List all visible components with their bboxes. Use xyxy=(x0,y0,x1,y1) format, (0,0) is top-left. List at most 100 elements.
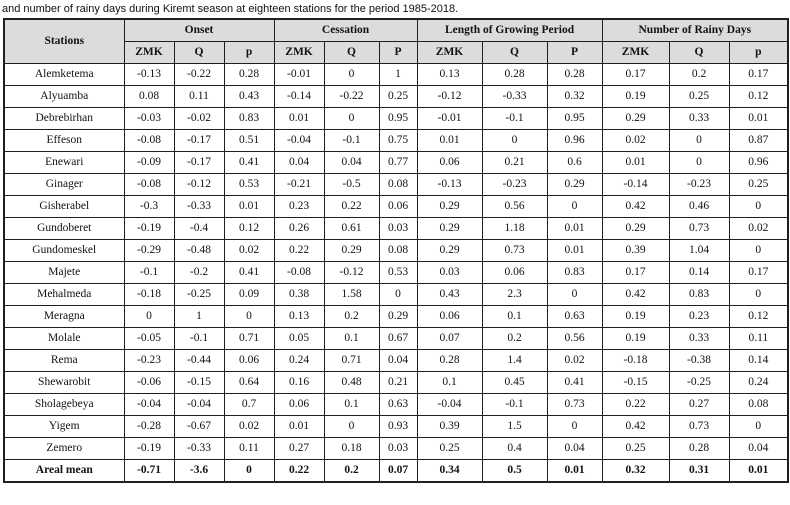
station-name: Rema xyxy=(3,349,125,372)
value-cell: 0.25 xyxy=(668,85,730,108)
station-name: Gundoberet xyxy=(3,217,125,240)
value-cell: -0.04 xyxy=(173,393,225,416)
station-name: Shewarobit xyxy=(3,371,125,394)
value-cell: 0.02 xyxy=(601,129,670,152)
table-row: Majete -0.1 -0.2 0.41 -0.08 -0.12 0.53 0.03 0.06… xyxy=(3,261,789,284)
value-cell: -0.23 xyxy=(481,173,548,196)
value-cell: -0.18 xyxy=(601,349,670,372)
value-cell: 0 xyxy=(323,415,380,438)
value-cell: 0 xyxy=(546,283,603,306)
value-cell: 0 xyxy=(668,151,730,174)
value-cell: 0.02 xyxy=(223,415,275,438)
value-cell: 0.1 xyxy=(481,305,548,328)
value-cell: 0.01 xyxy=(273,107,325,130)
value-cell: 0 xyxy=(728,415,789,438)
value-cell: 0.08 xyxy=(728,393,789,416)
value-cell: -0.04 xyxy=(273,129,325,152)
value-cell: 2.3 xyxy=(481,283,548,306)
value-cell: 0.29 xyxy=(416,217,483,240)
value-cell: 0 xyxy=(378,283,418,306)
column-header-q-1: Q xyxy=(323,41,380,64)
station-name: Sholagebeya xyxy=(3,393,125,416)
value-cell: 0.32 xyxy=(546,85,603,108)
value-cell: -0.08 xyxy=(123,129,175,152)
value-cell: 0.01 xyxy=(223,195,275,218)
value-cell: -0.09 xyxy=(123,151,175,174)
value-cell: 0.17 xyxy=(601,261,670,284)
station-name: Debrebirhan xyxy=(3,107,125,130)
value-cell: 0.39 xyxy=(416,415,483,438)
value-cell: 0 xyxy=(728,195,789,218)
value-cell: 0.17 xyxy=(728,261,789,284)
value-cell: -0.4 xyxy=(173,217,225,240)
station-name: Gisherabel xyxy=(3,195,125,218)
value-cell: 0.29 xyxy=(323,239,380,262)
station-name: Alyuamba xyxy=(3,85,125,108)
value-cell: 0.03 xyxy=(416,261,483,284)
value-cell: -0.1 xyxy=(481,107,548,130)
value-cell: -0.01 xyxy=(416,107,483,130)
value-cell: 0.95 xyxy=(546,107,603,130)
value-cell: 0.13 xyxy=(273,305,325,328)
value-cell: -0.25 xyxy=(173,283,225,306)
value-cell: -0.13 xyxy=(416,173,483,196)
value-cell: 0.27 xyxy=(668,393,730,416)
value-cell: -0.19 xyxy=(123,437,175,460)
value-cell: -0.3 xyxy=(123,195,175,218)
value-cell: 0.64 xyxy=(223,371,275,394)
station-name: Majete xyxy=(3,261,125,284)
value-cell: -0.13 xyxy=(123,63,175,86)
value-cell: 0.01 xyxy=(546,239,603,262)
value-cell: 0.53 xyxy=(378,261,418,284)
station-name: Molale xyxy=(3,327,125,350)
value-cell: 0.6 xyxy=(546,151,603,174)
value-cell: -0.12 xyxy=(323,261,380,284)
value-cell: 0.1 xyxy=(323,393,380,416)
value-cell: 0.61 xyxy=(323,217,380,240)
value-cell: 0.23 xyxy=(273,195,325,218)
value-cell: 0.08 xyxy=(123,85,175,108)
value-cell: -0.48 xyxy=(173,239,225,262)
value-cell: 0.19 xyxy=(601,85,670,108)
column-header-q-0: Q xyxy=(173,41,225,64)
value-cell: 0.73 xyxy=(546,393,603,416)
value-cell: -0.28 xyxy=(123,415,175,438)
value-cell: 0.29 xyxy=(546,173,603,196)
value-cell: -0.23 xyxy=(668,173,730,196)
value-cell: 1.18 xyxy=(481,217,548,240)
value-cell: 0.01 xyxy=(601,151,670,174)
value-cell: 0.01 xyxy=(728,107,789,130)
value-cell: 0.51 xyxy=(223,129,275,152)
value-cell: 0.39 xyxy=(601,239,670,262)
station-name: Yigem xyxy=(3,415,125,438)
value-cell: 0.07 xyxy=(416,327,483,350)
value-cell: 0.25 xyxy=(728,173,789,196)
group-header-number-of-rainy-days: Number of Rainy Days xyxy=(601,18,789,42)
value-cell: -0.14 xyxy=(273,85,325,108)
table-row: Sholagebeya -0.04 -0.04 0.7 0.06 0.1 0.63 -0.04… xyxy=(3,393,789,416)
table-header: Stations Onset Cessation Length of Growing … xyxy=(3,18,789,64)
table-row: Effeson -0.08 -0.17 0.51 -0.04 -0.1 0.75 0.01 0 0… xyxy=(3,129,789,152)
value-cell: 0.2 xyxy=(323,459,380,483)
value-cell: 0.67 xyxy=(378,327,418,350)
table-row: Gundoberet -0.19 -0.4 0.12 0.26 0.61 0.03 0.29 1… xyxy=(3,217,789,240)
value-cell: -0.15 xyxy=(173,371,225,394)
value-cell: 0.01 xyxy=(416,129,483,152)
value-cell: -3.6 xyxy=(173,459,225,483)
value-cell: -0.71 xyxy=(123,459,175,483)
value-cell: 0.07 xyxy=(378,459,418,483)
value-cell: -0.01 xyxy=(273,63,325,86)
column-header-p-2: P xyxy=(546,41,603,64)
value-cell: -0.14 xyxy=(601,173,670,196)
value-cell: 0.24 xyxy=(273,349,325,372)
value-cell: 0.08 xyxy=(378,239,418,262)
value-cell: 0.83 xyxy=(668,283,730,306)
value-cell: -0.2 xyxy=(173,261,225,284)
value-cell: 1 xyxy=(173,305,225,328)
station-name: Ginager xyxy=(3,173,125,196)
value-cell: 0.53 xyxy=(223,173,275,196)
value-cell: 0.22 xyxy=(601,393,670,416)
value-cell: 0.71 xyxy=(323,349,380,372)
value-cell: 0.06 xyxy=(378,195,418,218)
value-cell: 0.28 xyxy=(481,63,548,86)
